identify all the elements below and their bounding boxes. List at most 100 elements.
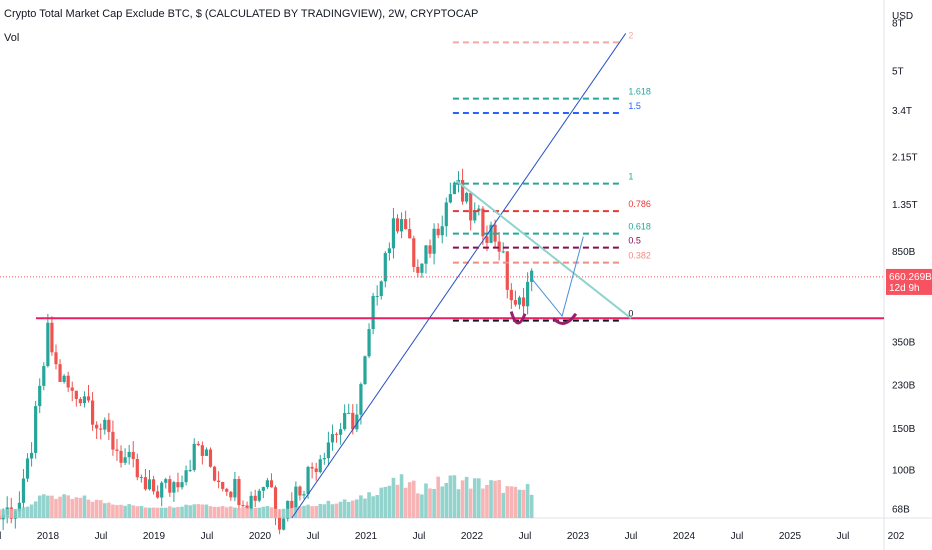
volume-bar xyxy=(460,480,465,518)
candle-body xyxy=(156,491,160,498)
time-tick-label: Jul xyxy=(201,531,214,542)
volume-bar xyxy=(41,494,46,518)
candle-body xyxy=(123,457,127,463)
volume-bar xyxy=(375,495,379,518)
candle-body xyxy=(318,459,322,473)
volume-bar xyxy=(102,503,107,518)
candle-body xyxy=(408,229,412,239)
candle-body xyxy=(212,466,217,481)
volume-bar xyxy=(505,486,510,518)
candle-body xyxy=(282,518,286,530)
candle-body xyxy=(399,219,404,232)
volume-bar xyxy=(119,504,123,518)
volume-bar xyxy=(371,496,375,518)
volume-bar xyxy=(139,506,144,518)
candle-body xyxy=(428,245,432,254)
volume-bar xyxy=(355,499,359,518)
candle-body xyxy=(473,210,477,221)
time-tick-label: Jul xyxy=(307,531,320,542)
candle-body xyxy=(371,296,375,330)
volume-bar xyxy=(33,501,38,518)
candle-body xyxy=(375,296,379,298)
fib-level-label: 2 xyxy=(628,30,633,40)
fib-level-label: 0 xyxy=(628,309,633,319)
candle-body xyxy=(29,452,34,459)
volume-bar xyxy=(407,482,412,518)
fib-level-label: 0.382 xyxy=(628,251,651,261)
volume-bar xyxy=(298,506,302,518)
volume-bar xyxy=(326,500,331,518)
candle-body xyxy=(168,479,172,493)
candle-body xyxy=(452,184,457,195)
volume-bar xyxy=(436,476,440,518)
volume-bar xyxy=(58,496,62,518)
volume-bar xyxy=(159,507,164,518)
candle-body xyxy=(404,219,408,230)
candle-body xyxy=(34,406,38,453)
candle-body xyxy=(298,486,302,496)
volume-bar xyxy=(196,504,201,518)
chart-title: Crypto Total Market Cap Exclude BTC, $ (… xyxy=(4,8,479,20)
candle-body xyxy=(204,449,209,456)
candle-body xyxy=(278,517,282,530)
candle-body xyxy=(485,236,489,243)
candle-body xyxy=(379,281,383,297)
volume-bar xyxy=(525,483,530,518)
volume-bar xyxy=(399,474,404,518)
candle-body xyxy=(74,390,78,399)
price-tick-label: 100B xyxy=(892,465,916,476)
time-tick-label: Jul xyxy=(95,531,108,542)
volume-bar xyxy=(338,501,343,518)
candle-body xyxy=(217,480,221,482)
volume-bar xyxy=(212,506,217,518)
volume-bar xyxy=(342,499,347,518)
volume-bar xyxy=(493,480,497,518)
time-tick-label: 2021 xyxy=(355,531,378,542)
volume-bar xyxy=(229,506,233,518)
volume-bar xyxy=(269,507,274,518)
volume-bar xyxy=(517,489,522,518)
candle-body xyxy=(135,458,139,478)
volume-bar xyxy=(468,488,473,518)
volume-bar xyxy=(448,475,453,518)
candle-body xyxy=(253,495,257,501)
volume-bar xyxy=(411,480,416,518)
volume-bar xyxy=(485,484,489,518)
candle-body xyxy=(225,488,229,492)
candle-body xyxy=(192,443,196,471)
volume-bar xyxy=(391,477,396,518)
volume-bar xyxy=(21,507,26,518)
volume-bar xyxy=(94,499,99,518)
volume-bar xyxy=(318,503,323,518)
candle-body xyxy=(70,387,74,391)
candle-body xyxy=(363,356,367,385)
volume-bar xyxy=(395,484,400,518)
candle-body xyxy=(395,218,400,232)
candle-body xyxy=(143,477,148,490)
candle-body xyxy=(62,375,66,382)
volume-bar xyxy=(237,508,241,518)
volume-bar xyxy=(184,504,188,518)
candle-body xyxy=(290,500,294,509)
candle-body xyxy=(322,458,326,460)
time-tick-label: 2018 xyxy=(37,531,60,542)
volume-bar xyxy=(224,507,229,518)
fib-level-label: 1 xyxy=(628,172,633,182)
price-tick-label: 2.15T xyxy=(892,153,918,164)
volume-bar xyxy=(147,507,152,518)
candle-body xyxy=(391,218,396,249)
volume-bar xyxy=(521,489,526,518)
candle-body xyxy=(526,281,530,307)
candle-body xyxy=(229,491,233,498)
candle-body xyxy=(245,505,249,509)
volume-bar xyxy=(403,487,408,518)
volume-bar xyxy=(257,507,262,518)
candle-body xyxy=(355,414,359,430)
candle-body xyxy=(338,429,343,435)
volume-bar xyxy=(74,497,79,518)
volume-bar xyxy=(290,507,294,518)
time-tick-label: Jul xyxy=(731,531,744,542)
volume-bar xyxy=(17,508,22,518)
